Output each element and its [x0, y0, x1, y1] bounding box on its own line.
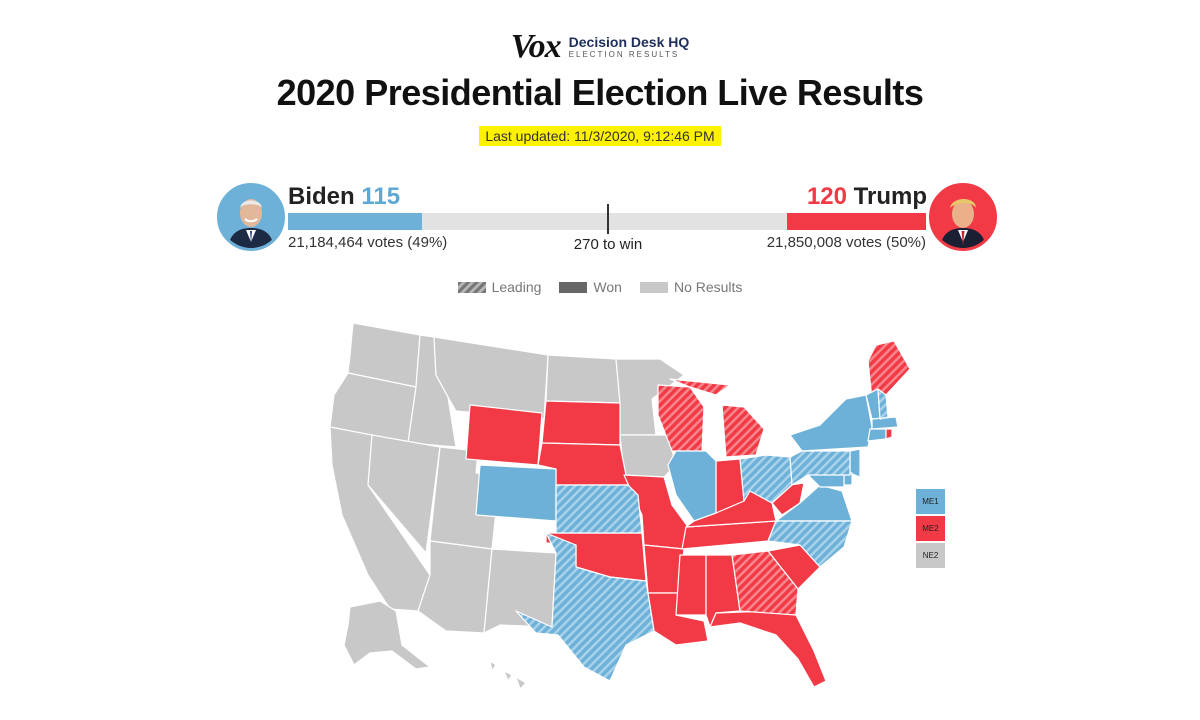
legend-won-label: Won	[593, 279, 622, 295]
us-electoral-map[interactable]	[320, 315, 920, 695]
vox-logo[interactable]: Vox	[510, 28, 562, 65]
legend-no-results: No Results	[639, 279, 743, 295]
state-AK[interactable]	[343, 600, 431, 670]
district-me2-label: ME2	[922, 524, 939, 533]
district-ne2-box[interactable]: NE2	[916, 543, 945, 568]
state-SD[interactable]	[541, 400, 621, 446]
trump-progress-fill	[786, 213, 926, 230]
trump-avatar	[929, 183, 997, 251]
win-threshold-label: 270 to win	[573, 236, 643, 253]
legend-leading: Leading	[457, 279, 542, 295]
brand-logos: Vox Decision Desk HQ ELECTION RESULTS	[511, 28, 690, 66]
legend-no-results-label: No Results	[673, 279, 743, 295]
biden-header: Biden 115	[288, 183, 400, 211]
district-me1-box[interactable]: ME1	[916, 489, 945, 514]
biden-name: Biden	[288, 183, 355, 210]
last-updated-timestamp: Last updated: 11/3/2020, 9:12:46 PM	[479, 126, 721, 146]
ddhq-logo-tagline: ELECTION RESULTS	[568, 50, 680, 59]
district-me1-label: ME1	[922, 497, 939, 506]
state-NM[interactable]	[483, 548, 557, 634]
state-NY[interactable]	[789, 394, 873, 452]
state-PA[interactable]	[789, 450, 851, 486]
no-results-swatch	[639, 281, 668, 293]
last-updated-wrap: Last updated: 11/3/2020, 9:12:46 PM	[0, 126, 1200, 146]
trump-header: 120 Trump	[807, 183, 927, 211]
ddhq-logo[interactable]: Decision Desk HQ ELECTION RESULTS	[569, 35, 690, 59]
state-CO[interactable]	[475, 464, 557, 522]
biden-progress-fill	[288, 213, 422, 230]
state-FL[interactable]	[709, 610, 827, 688]
trump-popular-votes: 21,850,008 votes (50%)	[766, 234, 926, 251]
district-results: ME1 ME2 NE2	[916, 489, 945, 570]
state-AZ[interactable]	[417, 540, 493, 634]
biden-avatar	[217, 183, 285, 251]
state-NV[interactable]	[367, 434, 441, 554]
state-HI[interactable]	[489, 660, 527, 690]
district-ne2-label: NE2	[922, 551, 939, 560]
page-title: 2020 Presidential Election Live Results	[276, 72, 924, 113]
state-GA[interactable]	[731, 550, 799, 616]
state-MT[interactable]	[433, 336, 549, 420]
state-RI[interactable]	[885, 428, 893, 440]
legend-won: Won	[559, 279, 622, 295]
biden-electoral-count: 115	[361, 183, 401, 210]
state-IL[interactable]	[667, 450, 717, 522]
trump-name: Trump	[853, 183, 927, 210]
state-CT[interactable]	[867, 428, 887, 442]
map-legend: Leading Won No Results	[0, 279, 1200, 295]
win-threshold-marker	[607, 204, 609, 234]
state-OH[interactable]	[739, 454, 793, 504]
state-NC[interactable]	[767, 520, 853, 568]
state-NH[interactable]	[877, 388, 889, 420]
trump-electoral-count: 120	[806, 183, 847, 210]
biden-popular-votes: 21,184,464 votes (49%)	[288, 234, 448, 251]
won-swatch	[559, 281, 588, 293]
state-MA[interactable]	[871, 416, 899, 430]
brand-header: Vox Decision Desk HQ ELECTION RESULTS	[0, 28, 1200, 66]
leading-swatch	[457, 281, 486, 293]
state-MS[interactable]	[675, 554, 707, 616]
legend-leading-label: Leading	[491, 279, 542, 295]
ddhq-logo-name: Decision Desk HQ	[568, 34, 690, 50]
state-WY[interactable]	[465, 404, 543, 466]
state-TX[interactable]	[515, 532, 655, 682]
district-me2-box[interactable]: ME2	[916, 516, 945, 541]
state-KS[interactable]	[555, 484, 643, 534]
state-ND[interactable]	[545, 354, 621, 404]
state-MI[interactable]	[669, 378, 765, 458]
